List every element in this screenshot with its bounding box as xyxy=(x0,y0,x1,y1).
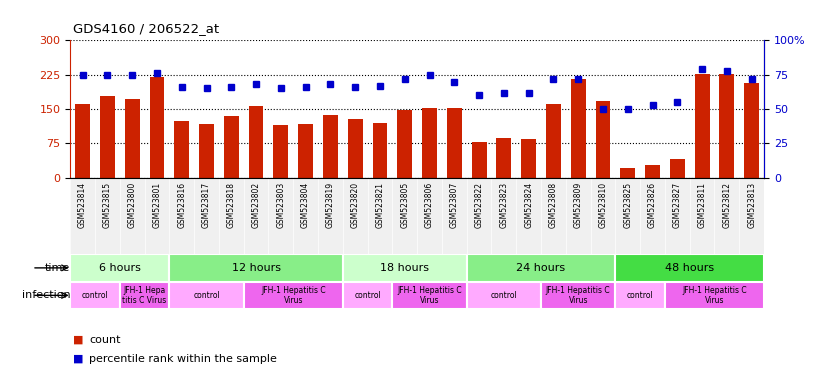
Text: count: count xyxy=(89,335,121,345)
Text: control: control xyxy=(491,291,517,300)
Bar xyxy=(174,121,189,178)
Bar xyxy=(546,104,561,178)
Bar xyxy=(615,281,665,309)
Text: GSM523817: GSM523817 xyxy=(202,182,211,228)
Bar xyxy=(323,114,338,178)
Text: percentile rank within the sample: percentile rank within the sample xyxy=(89,354,277,364)
Bar xyxy=(645,165,660,178)
Text: control: control xyxy=(193,291,220,300)
Text: GSM523826: GSM523826 xyxy=(648,182,657,228)
Text: GSM523822: GSM523822 xyxy=(475,182,483,228)
Bar xyxy=(298,124,313,178)
Text: GSM523815: GSM523815 xyxy=(103,182,112,228)
Text: control: control xyxy=(627,291,653,300)
Bar xyxy=(744,83,759,178)
Text: GSM523813: GSM523813 xyxy=(748,182,756,228)
Bar xyxy=(169,254,343,281)
Bar xyxy=(169,281,244,309)
Text: time: time xyxy=(45,263,70,273)
Text: 6 hours: 6 hours xyxy=(99,263,140,273)
Bar xyxy=(695,74,710,178)
Bar xyxy=(719,74,734,178)
Bar xyxy=(422,108,437,178)
Text: JFH-1 Hepa
titis C Virus: JFH-1 Hepa titis C Virus xyxy=(122,286,167,305)
Bar xyxy=(496,138,511,178)
Text: GSM523805: GSM523805 xyxy=(401,182,409,228)
Bar xyxy=(244,281,343,309)
Text: ■: ■ xyxy=(73,354,83,364)
Text: GSM523824: GSM523824 xyxy=(525,182,533,228)
Text: GSM523812: GSM523812 xyxy=(723,182,731,228)
Bar xyxy=(224,116,239,178)
Bar xyxy=(70,281,120,309)
Text: JFH-1 Hepatitis C
Virus: JFH-1 Hepatitis C Virus xyxy=(546,286,610,305)
Text: GSM523801: GSM523801 xyxy=(153,182,161,228)
Bar xyxy=(541,281,615,309)
Bar xyxy=(615,254,764,281)
Text: GSM523827: GSM523827 xyxy=(673,182,681,228)
Text: GSM523800: GSM523800 xyxy=(128,182,136,228)
Bar xyxy=(348,119,363,178)
Bar xyxy=(665,281,764,309)
Bar xyxy=(521,139,536,178)
Text: GSM523816: GSM523816 xyxy=(178,182,186,228)
Text: GSM523821: GSM523821 xyxy=(376,182,384,228)
Text: 12 hours: 12 hours xyxy=(231,263,281,273)
Text: 24 hours: 24 hours xyxy=(516,263,566,273)
Bar xyxy=(571,79,586,178)
Text: GDS4160 / 206522_at: GDS4160 / 206522_at xyxy=(73,22,219,35)
Text: GSM523818: GSM523818 xyxy=(227,182,235,228)
Bar xyxy=(150,77,164,178)
Text: ■: ■ xyxy=(73,335,83,345)
Bar xyxy=(343,281,392,309)
Text: GSM523819: GSM523819 xyxy=(326,182,335,228)
Bar xyxy=(373,123,387,178)
Text: GSM523814: GSM523814 xyxy=(78,182,87,228)
Text: GSM523808: GSM523808 xyxy=(549,182,558,228)
Text: GSM523823: GSM523823 xyxy=(500,182,508,228)
Bar xyxy=(472,142,487,178)
Bar xyxy=(670,159,685,178)
Bar xyxy=(620,168,635,178)
Text: GSM523804: GSM523804 xyxy=(301,182,310,228)
Bar xyxy=(75,104,90,178)
Text: GSM523809: GSM523809 xyxy=(574,182,582,228)
Bar xyxy=(70,254,169,281)
Text: JFH-1 Hepatitis C
Virus: JFH-1 Hepatitis C Virus xyxy=(397,286,462,305)
Bar xyxy=(467,254,615,281)
Text: 18 hours: 18 hours xyxy=(380,263,430,273)
Text: GSM523825: GSM523825 xyxy=(624,182,632,228)
Bar xyxy=(447,108,462,178)
Text: GSM523802: GSM523802 xyxy=(252,182,260,228)
Bar xyxy=(392,281,467,309)
Text: 48 hours: 48 hours xyxy=(665,263,714,273)
Text: GSM523820: GSM523820 xyxy=(351,182,359,228)
Bar xyxy=(596,101,610,178)
Text: JFH-1 Hepatitis C
Virus: JFH-1 Hepatitis C Virus xyxy=(261,286,325,305)
Text: control: control xyxy=(82,291,108,300)
Bar xyxy=(249,106,263,178)
Bar xyxy=(100,96,115,178)
Text: GSM523806: GSM523806 xyxy=(425,182,434,228)
Bar xyxy=(467,281,541,309)
Text: GSM523811: GSM523811 xyxy=(698,182,706,228)
Text: GSM523803: GSM523803 xyxy=(277,182,285,228)
Bar xyxy=(273,125,288,178)
Text: JFH-1 Hepatitis C
Virus: JFH-1 Hepatitis C Virus xyxy=(682,286,747,305)
Text: infection: infection xyxy=(21,290,70,300)
Bar xyxy=(343,254,467,281)
Text: control: control xyxy=(354,291,381,300)
Bar xyxy=(199,124,214,178)
Bar xyxy=(397,111,412,178)
Bar xyxy=(125,99,140,178)
Text: GSM523810: GSM523810 xyxy=(599,182,607,228)
Bar xyxy=(120,281,169,309)
Text: GSM523807: GSM523807 xyxy=(450,182,458,228)
